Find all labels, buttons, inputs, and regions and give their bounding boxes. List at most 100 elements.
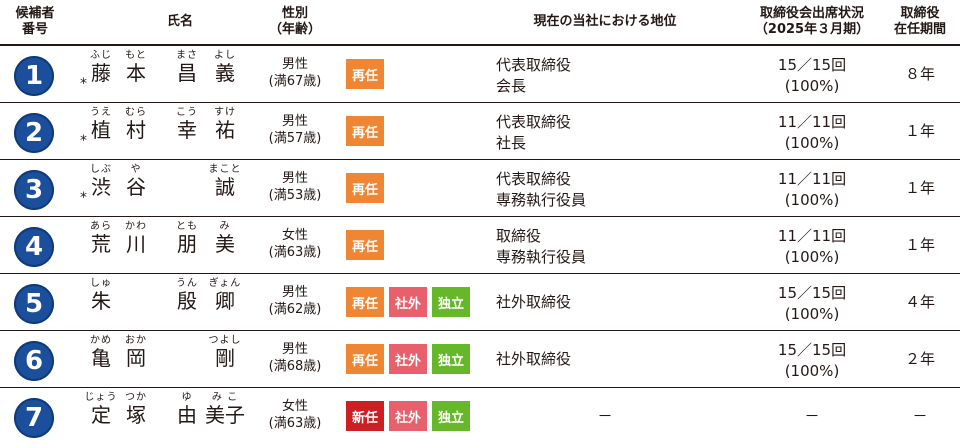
name-kanji-3: 昌 [177, 61, 197, 85]
candidate-number-circle: 2 [14, 113, 54, 153]
current-position: 社外取締役 [496, 293, 572, 311]
appointment-badge: 再任 [346, 59, 384, 89]
tenure: ２年 [904, 350, 935, 368]
name-kanji-4: 美子 [205, 403, 245, 427]
name-kanji-4: 卿 [215, 289, 235, 313]
current-position: 代表取締役 専務執行役員 [496, 170, 587, 209]
name-kanji-2: 川 [126, 232, 146, 256]
header-name: 氏名 [166, 14, 193, 29]
header-number: 候補者 番号 [15, 6, 55, 37]
name-kanji-2: 村 [126, 118, 146, 142]
name-char-3: まさ 昌 [170, 50, 204, 85]
name-ruby-2: むら [125, 107, 147, 118]
appointment-badge: 新任 [346, 401, 384, 431]
name-kanji-4: 美 [215, 232, 235, 256]
name-kanji-3: 幸 [177, 118, 197, 142]
name-kanji-3: 由 [177, 403, 197, 427]
name-char-3: こう 幸 [170, 107, 204, 142]
gender-age: 男性 (満62歳) [268, 285, 322, 317]
name-char-4: まこと 誠 [203, 164, 247, 199]
candidate-list: 1 * ふじ 藤 もと 本 まさ 昌 よし 義 男性 (満67歳) 再任 代表取… [0, 46, 960, 445]
candidate-number-circle: 1 [14, 56, 54, 96]
name-ruby-4: ぎょん [208, 278, 242, 289]
name-ruby-3: まさ [176, 50, 198, 61]
name-char-2: おか 岡 [119, 335, 153, 370]
attendance: 15／15回 (100%) [777, 56, 847, 95]
name-char-3 [170, 335, 204, 346]
name-ruby-1: しぶ [90, 164, 112, 175]
name-ruby-4: よし [214, 50, 236, 61]
name-ruby-3: とも [176, 221, 198, 232]
appointment-badge: 再任 [346, 344, 384, 374]
tenure: － [912, 407, 928, 425]
current-director-mark: * [80, 76, 87, 92]
gender-age: 女性 (満63歳) [268, 228, 322, 260]
name-ruby-1: しゅ [90, 278, 112, 289]
name-kanji-1: 荒 [91, 232, 111, 256]
candidate-number-circle: 6 [14, 341, 54, 381]
header-position: 現在の当社における地位 [533, 14, 677, 29]
name-char-2: もと 本 [119, 50, 153, 85]
name-kanji-1: 藤 [91, 61, 111, 85]
name-char-3: ゆ 由 [170, 392, 204, 427]
name-char-1: しぶ 渋 [84, 164, 118, 199]
appointment-badge: 再任 [346, 230, 384, 260]
name-ruby-4: つよし [208, 335, 242, 346]
name-ruby-3: うん [176, 278, 198, 289]
appointment-badge: 再任 [346, 173, 384, 203]
name-kanji-2: 岡 [126, 346, 146, 370]
tenure: １年 [904, 179, 935, 197]
gender-age: 男性 (満67歳) [268, 57, 322, 89]
name-kanji-2: 谷 [126, 175, 146, 199]
appointment-badge: 再任 [346, 116, 384, 146]
table-header: 候補者 番号 氏名 性別 （年齢） 現在の当社における地位 取締役会出席状況 （… [0, 0, 960, 46]
header-tenure: 取締役 在任期間 [893, 6, 946, 37]
table-row: 1 * ふじ 藤 もと 本 まさ 昌 よし 義 男性 (満67歳) 再任 代表取… [0, 46, 960, 103]
tenure: １年 [904, 236, 935, 254]
name-ruby-4: すけ [214, 107, 236, 118]
name-kanji-1: 渋 [91, 175, 111, 199]
name-ruby-2: かわ [125, 221, 147, 232]
name-ruby-4: み [219, 221, 231, 232]
name-char-1: ふじ 藤 [84, 50, 118, 85]
name-char-2: や 谷 [119, 164, 153, 199]
candidate-number-circle: 4 [14, 227, 54, 267]
name-char-1: じょう 定 [84, 392, 118, 427]
tenure: １年 [904, 122, 935, 140]
name-ruby-4: まこと [208, 164, 242, 175]
gender-age: 女性 (満63歳) [268, 399, 322, 431]
name-char-1: あら 荒 [84, 221, 118, 256]
name-char-1: しゅ 朱 [84, 278, 118, 313]
name-ruby-2 [119, 278, 153, 289]
header-divider [0, 44, 960, 46]
tenure: ４年 [904, 293, 935, 311]
name-ruby-1: ふじ [90, 50, 112, 61]
name-ruby-1: じょう [84, 392, 118, 403]
name-kanji-4: 誠 [215, 175, 235, 199]
current-position: 代表取締役 社長 [496, 113, 572, 152]
outside-badge: 社外 [389, 287, 427, 317]
gender-age: 男性 (満53歳) [268, 171, 322, 203]
attendance: 11／11回 (100%) [777, 227, 847, 266]
candidate-number-circle: 5 [14, 284, 54, 324]
attendance: 15／15回 (100%) [777, 284, 847, 323]
attendance: 11／11回 (100%) [777, 170, 847, 209]
name-kanji-2: 本 [126, 61, 146, 85]
table-row: 7 じょう 定 つか 塚 ゆ 由 み こ 美子 女性 (満63歳) 新任 社外 … [0, 388, 960, 445]
current-position: 代表取締役 会長 [496, 56, 572, 95]
current-director-mark: * [80, 133, 87, 149]
current-position: － [597, 407, 613, 425]
name-kanji-1: 植 [91, 118, 111, 142]
name-char-4: すけ 祐 [203, 107, 247, 142]
name-ruby-2: や [130, 164, 142, 175]
independent-badge: 独立 [432, 401, 470, 431]
name-kanji-1: 朱 [91, 289, 111, 313]
name-char-4: み こ 美子 [203, 392, 247, 427]
name-ruby-1: うえ [90, 107, 112, 118]
tenure: ８年 [904, 65, 935, 83]
name-kanji-3: 殷 [177, 289, 197, 313]
candidate-number-circle: 7 [14, 398, 54, 438]
table-row: 5 しゅ 朱 うん 殷 ぎょん 卿 男性 (満62歳) 再任 社外 独立 社外取… [0, 274, 960, 331]
outside-badge: 社外 [389, 401, 427, 431]
name-kanji-3: 朋 [177, 232, 197, 256]
